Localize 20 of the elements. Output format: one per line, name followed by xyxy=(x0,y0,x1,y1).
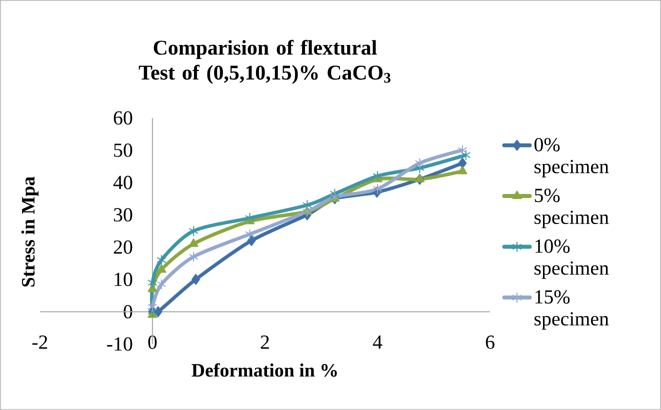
x-axis-title: Deformation in % xyxy=(192,363,337,377)
y-tick-label: 30 xyxy=(114,208,132,222)
y-tick-label: 0 xyxy=(124,305,132,318)
legend-label: 5% specimen xyxy=(534,188,609,228)
y-tick-label: 50 xyxy=(114,144,132,157)
y-tick-label: 10 xyxy=(114,272,132,286)
y-tick-label: 40 xyxy=(113,176,132,190)
y-tick-label: -10 xyxy=(107,337,132,351)
x-tick-label: -2 xyxy=(32,336,48,349)
chart-title: Comparision of flextural Test of (0,5,10,15)% CaCO$_{3}$ xyxy=(138,40,390,84)
x-tick-label: 6 xyxy=(486,336,494,349)
y-axis-title: Stress in Mpa xyxy=(21,176,39,287)
y-tick-label: 60 xyxy=(114,111,132,125)
x-tick-label: 4 xyxy=(372,336,382,349)
y-tick-label: 20 xyxy=(114,240,132,254)
legend-label: 10% specimen xyxy=(534,239,609,279)
x-tick-label: 2 xyxy=(260,336,269,349)
x-tick-label: 0 xyxy=(148,336,157,349)
legend-label: 0% specimen xyxy=(534,138,609,178)
legend-label: 15% specimen xyxy=(534,290,609,330)
